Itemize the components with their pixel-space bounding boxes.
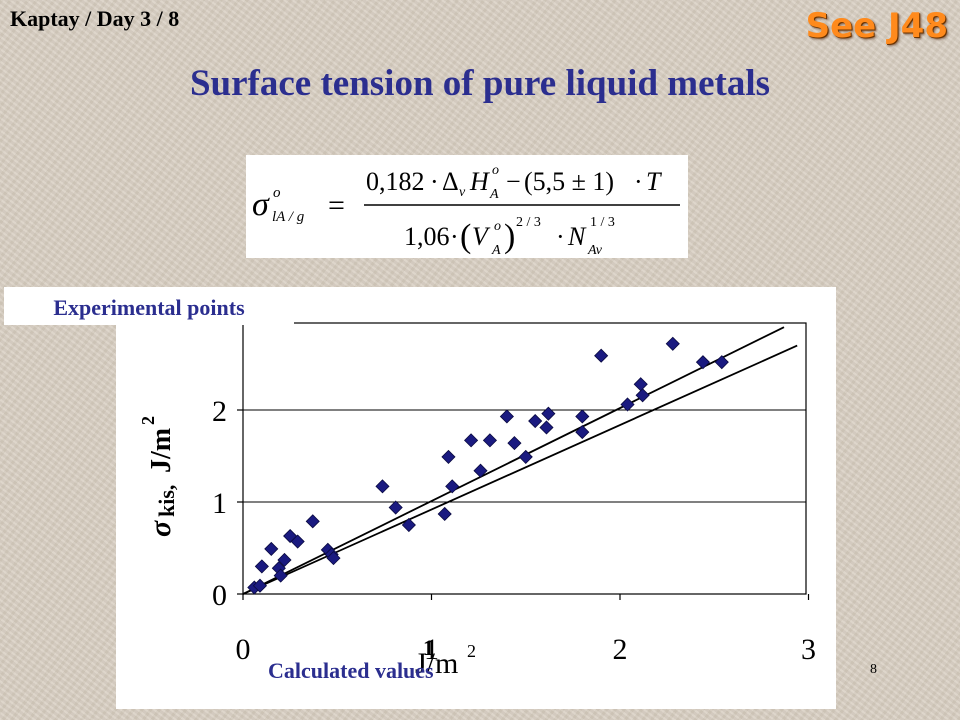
x-tick-label-1: 1 [424,633,439,666]
course-label: Kaptay / Day 3 / 8 [10,6,180,31]
formula-num-dot2: · [634,167,643,196]
formula-N: N [567,222,587,251]
formula-delta: Δ [442,167,459,196]
data-point-18 [441,449,456,464]
data-point-34 [635,388,650,403]
formula-V-exp: 2 / 3 [516,215,541,230]
y-axis-label-sup: 2 [138,416,158,425]
data-point-30 [575,425,590,440]
data-point-2 [252,578,268,593]
ticks-layer: 0 1 2 3 0 1 2 [212,395,816,666]
formula-H-sup: o [492,163,499,178]
formula-H-sub: A [489,187,499,202]
fit-line-2 [242,344,798,595]
data-point-29 [575,409,590,424]
page-number: 8 [870,662,877,677]
x-tick-label-2: 2 [613,633,628,666]
formula-den-dot2: · [556,222,565,251]
data-point-3 [254,559,269,574]
formula-H: H [469,167,490,196]
grid-layer [243,409,806,503]
experimental-points-label: Experimental points [4,287,294,325]
data-point-32 [620,397,635,412]
y-axis-label-unit: J/m [146,428,177,473]
formula-T: T [646,167,662,196]
data-point-33 [633,377,648,392]
data-point-16 [401,517,416,533]
formula-den-dot1: · [450,222,459,251]
x-tick-label-0: 0 [236,633,251,666]
x-axis-label: J/m [415,647,458,680]
formula-den-coef: 1,06 [404,222,450,251]
data-point-6 [273,568,288,583]
y-tick-label-0: 0 [212,579,227,612]
formula-N-sub: Av [587,243,603,258]
scatter-chart: 0 1 2 3 0 1 2 J/m 2 1 σ kis, J/m 2 [138,322,816,680]
data-point-14 [375,479,390,494]
data-point-25 [518,449,533,464]
data-point-28 [541,406,556,421]
x-tick-label-3: 3 [801,633,816,666]
data-point-19 [445,479,460,494]
data-point-10 [305,514,320,529]
axis-layer [237,322,810,600]
data-point-35 [665,336,680,351]
formula-sigma-sub: lA / g [272,209,305,225]
formula-V-sup: o [494,219,501,234]
data-point-26 [528,413,543,429]
formula-delta-sub: v [459,185,466,200]
calculated-values-label: Calculated values [268,658,434,683]
chart-area: 0 1 2 3 0 1 2 J/m 2 1 σ kis, J/m 2 [116,287,836,709]
data-point-20 [464,433,479,448]
formula-paren: (5,5 ± 1) [524,167,614,196]
data-point-37 [714,355,729,370]
formula-num-dot1: · [430,167,439,196]
data-point-27 [539,420,554,435]
slide-title: Surface tension of pure liquid metals [189,63,771,104]
data-point-17 [437,506,452,522]
formula-N-exp: 1 / 3 [590,215,615,230]
formula-V: V [472,222,491,251]
formula-sigma-sup: o [273,185,281,201]
formula-minus: − [506,167,521,196]
data-point-4 [264,541,279,556]
y-tick-label-2: 2 [212,395,227,428]
formula-V-sub: A [491,243,501,258]
formula-den-rparen: ) [504,218,515,255]
data-point-9 [290,534,305,549]
formula-sigma: σ [252,186,270,223]
y-axis-label-sub: kis, [154,485,179,517]
data-point-21 [473,463,488,478]
data-point-13 [326,551,341,566]
formula-den-lparen: ( [460,218,471,255]
data-point-36 [695,355,711,370]
x-axis-label-sup: 2 [467,641,476,661]
points-layer [247,336,729,595]
x-axis-extra-tick: 1 [423,635,434,660]
data-point-23 [499,409,514,424]
plot-frame [242,322,807,595]
data-point-15 [388,500,403,515]
formula-num-coef: 0,182 [366,167,425,196]
data-point-31 [594,348,609,363]
y-axis-label-symbol: σ [144,520,177,537]
formula-box: σ o lA / g = 0,182 · Δ v H o A − (5,5 ± … [246,155,688,258]
data-point-7 [277,552,292,568]
formula: σ o lA / g = 0,182 · Δ v H o A − (5,5 ± … [252,163,680,258]
y-axis-label-group: σ kis, J/m 2 [138,416,179,537]
see-reference-label: See J48 [805,6,948,46]
data-point-24 [507,436,522,451]
formula-equals: = [328,189,345,222]
y-tick-label-1: 1 [212,487,227,520]
data-point-22 [482,433,498,448]
